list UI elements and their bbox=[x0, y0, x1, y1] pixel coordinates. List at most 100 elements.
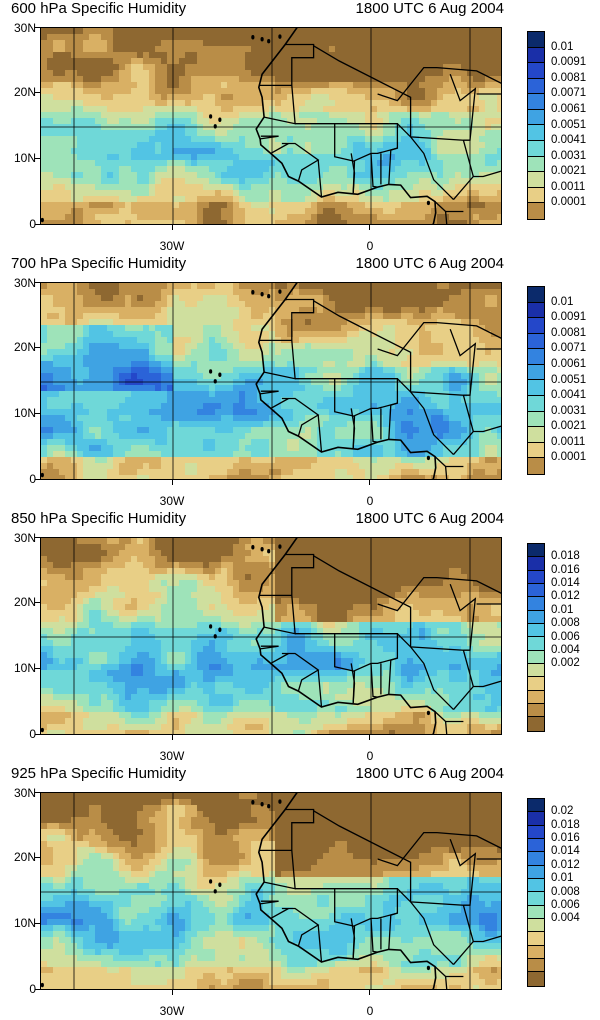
color-legend bbox=[527, 31, 545, 220]
legend-swatch bbox=[528, 972, 544, 986]
legend-level-label: 0.0041 bbox=[551, 134, 587, 147]
legend-swatch bbox=[528, 584, 544, 598]
legend-level-label: 0.0021 bbox=[551, 165, 587, 178]
legend-level-label: 0.016 bbox=[551, 563, 580, 576]
panel-time: 1800 UTC 6 Aug 2004 bbox=[355, 510, 504, 527]
humidity-map bbox=[40, 537, 502, 735]
lat-label-10n: 10N bbox=[13, 661, 36, 675]
legend-level-label: 0.012 bbox=[551, 590, 580, 603]
legend-swatch bbox=[528, 396, 544, 412]
panel-title: 925 hPa Specific Humidity bbox=[11, 765, 187, 782]
lat-label-30n: 30N bbox=[13, 21, 36, 35]
legend-swatch bbox=[528, 879, 544, 893]
lat-label-20n: 20N bbox=[13, 850, 36, 864]
panel-time: 1800 UTC 6 Aug 2004 bbox=[355, 0, 504, 17]
lat-label-30n: 30N bbox=[13, 786, 36, 800]
legend-swatch bbox=[528, 570, 544, 585]
legend-level-label: 0.0071 bbox=[551, 342, 587, 355]
legend-swatch bbox=[528, 333, 544, 350]
legend-level-label: 0.0091 bbox=[551, 311, 587, 324]
legend-swatch bbox=[528, 839, 544, 853]
legend-swatch bbox=[528, 364, 544, 381]
legend-swatch bbox=[528, 624, 544, 638]
legend-swatch bbox=[528, 557, 544, 571]
legend-swatch bbox=[528, 203, 544, 219]
lat-label-0: 0 bbox=[29, 217, 36, 231]
legend-swatch bbox=[528, 187, 544, 204]
legend-swatch bbox=[528, 47, 544, 64]
legend-swatch bbox=[528, 156, 544, 173]
legend-swatch bbox=[528, 664, 544, 678]
lon-label-30w: 30W bbox=[159, 494, 185, 508]
lon-label-0: 0 bbox=[366, 1004, 374, 1018]
legend-swatch bbox=[528, 704, 544, 718]
legend-level-label: 0.0001 bbox=[551, 196, 587, 209]
legend-level-label: 0.006 bbox=[551, 630, 580, 643]
lat-label-20n: 20N bbox=[13, 85, 36, 99]
panel-time: 1800 UTC 6 Aug 2004 bbox=[355, 255, 504, 272]
legend-swatch bbox=[528, 458, 544, 474]
legend-swatch bbox=[528, 825, 544, 840]
panel-title: 700 hPa Specific Humidity bbox=[11, 255, 187, 272]
legend-level-label: 0.0061 bbox=[551, 357, 587, 370]
legend-level-label: 0.0081 bbox=[551, 71, 587, 84]
legend-level-label: 0.004 bbox=[551, 912, 580, 925]
legend-level-label: 0.02 bbox=[551, 805, 574, 818]
legend-level-label: 0.01 bbox=[551, 40, 574, 53]
humidity-map bbox=[40, 792, 502, 990]
legend-level-label: 0.0031 bbox=[551, 404, 587, 417]
lat-label-0: 0 bbox=[29, 472, 36, 486]
legend-swatch bbox=[528, 172, 544, 188]
legend-swatch bbox=[528, 78, 544, 95]
legend-level-label: 0.016 bbox=[551, 832, 580, 845]
panel-600hpa: 600 hPa Specific Humidity 1800 UTC 6 Aug… bbox=[0, 0, 600, 255]
panel-title: 850 hPa Specific Humidity bbox=[11, 510, 187, 527]
legend-swatch bbox=[528, 94, 544, 110]
legend-swatch bbox=[528, 610, 544, 625]
legend-swatch bbox=[528, 109, 544, 126]
lat-label-0: 0 bbox=[29, 727, 36, 741]
legend-level-label: 0.0091 bbox=[551, 56, 587, 69]
legend-level-label: 0.0001 bbox=[551, 451, 587, 464]
legend-level-label: 0.0011 bbox=[551, 180, 586, 193]
legend-swatch bbox=[528, 637, 544, 651]
color-legend bbox=[527, 543, 545, 732]
lon-label-0: 0 bbox=[366, 239, 374, 253]
humidity-map bbox=[40, 27, 502, 225]
legend-swatch bbox=[528, 905, 544, 920]
legend-level-label: 0.006 bbox=[551, 898, 580, 911]
legend-swatch bbox=[528, 141, 544, 157]
legend-level-label: 0.012 bbox=[551, 858, 580, 871]
lat-label-20n: 20N bbox=[13, 595, 36, 609]
legend-swatch bbox=[528, 442, 544, 459]
legend-level-label: 0.004 bbox=[551, 643, 580, 656]
panel-700hpa: 700 hPa Specific Humidity 1800 UTC 6 Aug… bbox=[0, 255, 600, 510]
legend-swatch bbox=[528, 799, 544, 813]
legend-swatch bbox=[528, 318, 544, 334]
lon-label-0: 0 bbox=[366, 749, 374, 763]
lat-label-10n: 10N bbox=[13, 406, 36, 420]
humidity-map bbox=[40, 282, 502, 480]
legend-level-label: 0.018 bbox=[551, 550, 580, 563]
legend-swatch bbox=[528, 677, 544, 691]
color-legend bbox=[527, 286, 545, 475]
legend-swatch bbox=[528, 302, 544, 319]
legend-level-label: 0.0031 bbox=[551, 149, 587, 162]
lon-label-30w: 30W bbox=[159, 749, 185, 763]
legend-swatch bbox=[528, 349, 544, 365]
legend-level-label: 0.0061 bbox=[551, 102, 587, 115]
legend-swatch bbox=[528, 63, 544, 79]
legend-level-label: 0.008 bbox=[551, 885, 580, 898]
legend-level-label: 0.01 bbox=[551, 872, 574, 885]
legend-swatch bbox=[528, 597, 544, 611]
legend-swatch bbox=[528, 427, 544, 443]
legend-swatch bbox=[528, 544, 544, 558]
legend-level-label: 0.01 bbox=[551, 295, 574, 308]
legend-level-label: 0.002 bbox=[551, 657, 580, 670]
legend-level-label: 0.0051 bbox=[551, 373, 587, 386]
legend-swatch bbox=[528, 650, 544, 665]
legend-swatch bbox=[528, 125, 544, 142]
legend-swatch bbox=[528, 865, 544, 880]
legend-level-label: 0.0071 bbox=[551, 87, 587, 100]
lat-label-30n: 30N bbox=[13, 531, 36, 545]
